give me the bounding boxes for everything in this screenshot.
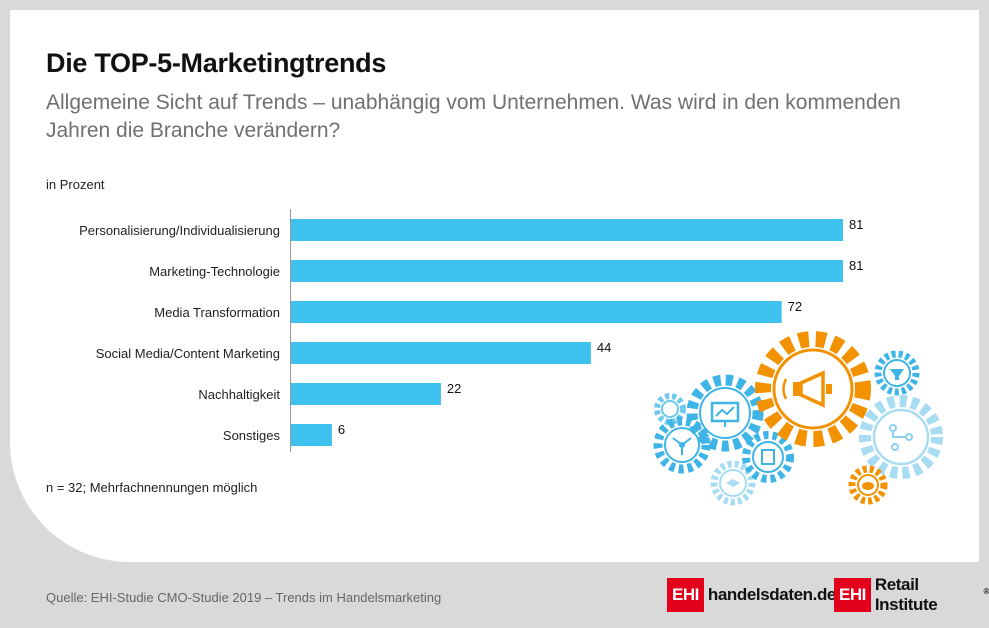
presentation-gear-icon bbox=[686, 374, 764, 452]
handelsdaten-text: handelsdaten.de bbox=[707, 585, 837, 604]
handelsdaten-logo: EHI handelsdaten.de bbox=[667, 577, 836, 613]
graduate-gear-icon bbox=[710, 460, 756, 506]
retail-institute-text: Retail Institute bbox=[874, 575, 938, 614]
unit-label: in Prozent bbox=[46, 177, 105, 192]
cloud-gear-icon bbox=[848, 465, 888, 505]
category-label-1: Personalisierung/Individualisierung bbox=[79, 223, 280, 238]
megaphone-gear-icon bbox=[755, 331, 871, 447]
workflow-gear-icon bbox=[859, 395, 943, 479]
bar-2 bbox=[291, 260, 843, 282]
calculator-gear-icon bbox=[742, 431, 794, 483]
bar-6 bbox=[291, 424, 332, 446]
registered-mark: ® bbox=[983, 586, 989, 596]
chart-title: Die TOP-5-Marketingtrends bbox=[46, 48, 387, 78]
value-label-2: 81 bbox=[849, 258, 863, 273]
ehi-mark: EHI bbox=[667, 578, 704, 612]
category-label-4: Social Media/Content Marketing bbox=[96, 346, 280, 361]
sample-note: n = 32; Mehrfachnennungen möglich bbox=[46, 480, 258, 495]
chart-subtitle: Allgemeine Sicht auf Trends – unabhängig… bbox=[46, 91, 901, 142]
bar-4 bbox=[291, 342, 591, 364]
value-label-6: 6 bbox=[338, 422, 345, 437]
bar-chart: Personalisierung/Individualisierung 81 Mar… bbox=[79, 209, 863, 452]
value-label-1: 81 bbox=[849, 217, 863, 232]
value-label-5: 22 bbox=[447, 381, 461, 396]
category-label-6: Sonstiges bbox=[223, 428, 281, 443]
network-gear-icon bbox=[653, 416, 711, 474]
category-label-5: Nachhaltigkeit bbox=[198, 387, 280, 402]
category-label-3: Media Transformation bbox=[154, 305, 280, 320]
bar-1 bbox=[291, 219, 843, 241]
chart-card bbox=[10, 10, 979, 562]
bar-3 bbox=[291, 301, 782, 323]
funnel-gear-icon bbox=[874, 350, 920, 396]
category-label-2: Marketing-Technologie bbox=[149, 264, 280, 279]
value-label-4: 44 bbox=[597, 340, 611, 355]
source-text: Quelle: EHI-Studie CMO-Studie 2019 – Tre… bbox=[46, 590, 442, 605]
ehi-retail-institute-logo: EHI Retail Institute ® bbox=[834, 575, 989, 614]
bar-5 bbox=[291, 383, 441, 405]
marketing-gears-illustration bbox=[653, 331, 943, 506]
ehi-mark-2: EHI bbox=[834, 578, 871, 612]
value-label-3: 72 bbox=[788, 299, 802, 314]
small-gear-icon bbox=[654, 393, 686, 425]
